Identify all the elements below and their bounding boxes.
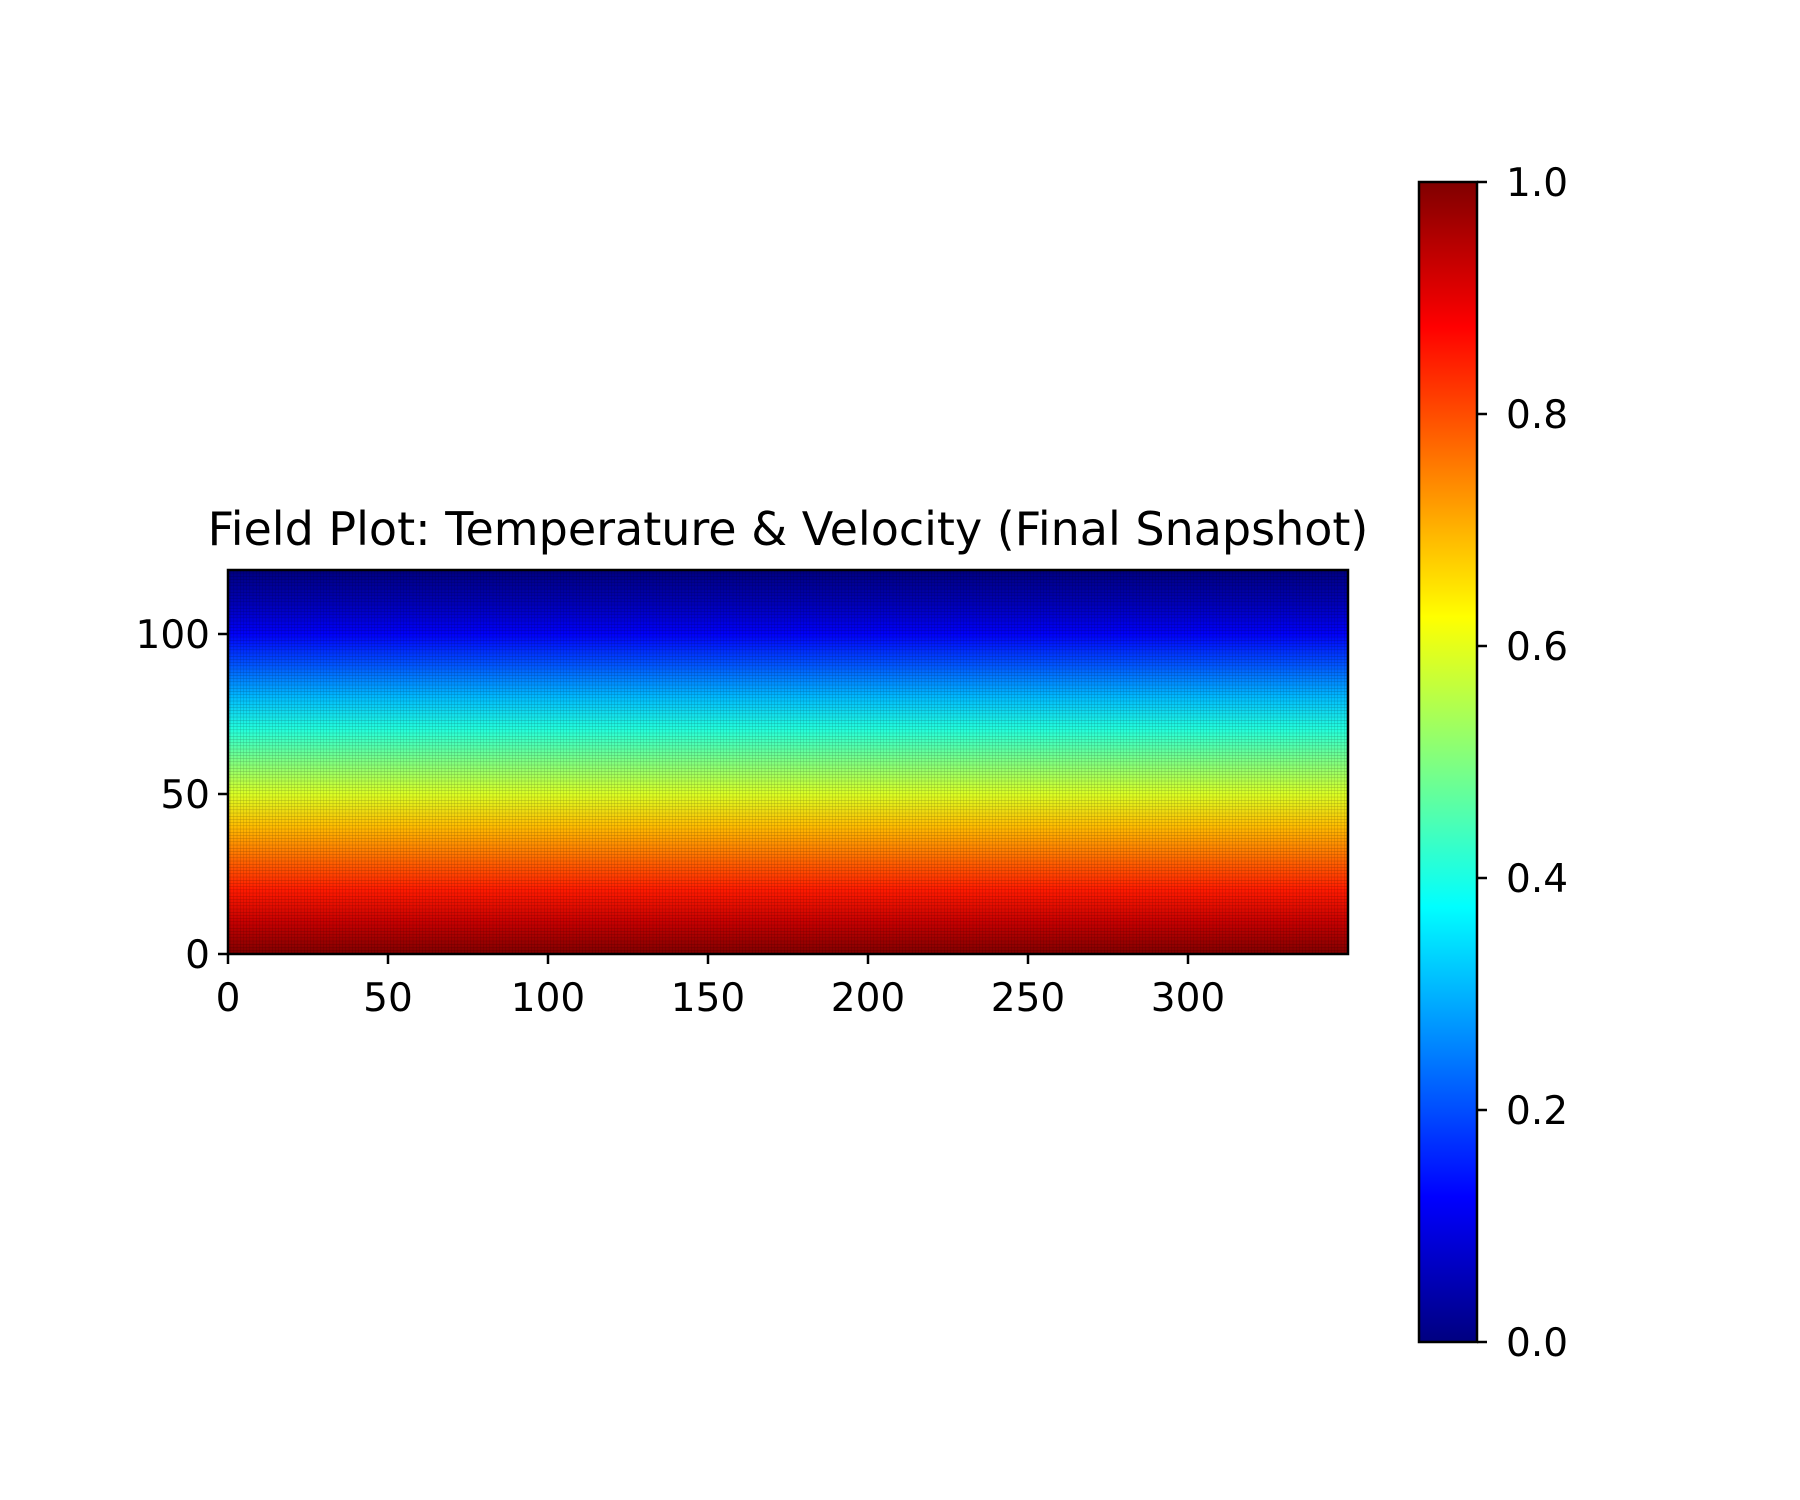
plot-area (226, 568, 1350, 956)
x-tick-label: 200 (831, 976, 905, 1021)
y-tick-label: 100 (136, 613, 210, 658)
colorbar-fill (1419, 182, 1477, 1342)
colorbar-ticks: 0.0 0.2 0.4 0.6 0.8 1.0 (1477, 161, 1568, 1366)
colorbar-tick-label: 0.2 (1506, 1089, 1568, 1134)
colorbar-tick-label: 0.8 (1506, 393, 1568, 438)
y-axis: 0 50 100 (136, 613, 228, 978)
x-tick-label: 300 (1151, 976, 1225, 1021)
colorbar-frame (1417, 180, 1479, 1344)
axes-frame (226, 568, 1350, 956)
colorbar-tick-label: 1.0 (1506, 161, 1568, 206)
colorbar-tick-label: 0.6 (1506, 625, 1568, 670)
chart-title: Field Plot: Temperature & Velocity (Fina… (208, 502, 1369, 556)
y-tick-label: 50 (160, 773, 210, 818)
heatmap-cell-texture (228, 570, 1348, 954)
x-tick-label: 100 (511, 976, 585, 1021)
x-tick-label: 0 (216, 976, 241, 1021)
colorbar-tick-label: 0.0 (1506, 1321, 1568, 1366)
y-tick-label: 0 (185, 933, 210, 978)
x-tick-label: 250 (991, 976, 1065, 1021)
x-tick-label: 150 (671, 976, 745, 1021)
x-tick-label: 50 (363, 976, 413, 1021)
colorbar: 0.0 0.2 0.4 0.6 0.8 1.0 (1417, 161, 1568, 1366)
colorbar-tick-label: 0.4 (1506, 857, 1568, 902)
x-axis: 0 50 100 150 200 250 300 (216, 954, 1225, 1021)
